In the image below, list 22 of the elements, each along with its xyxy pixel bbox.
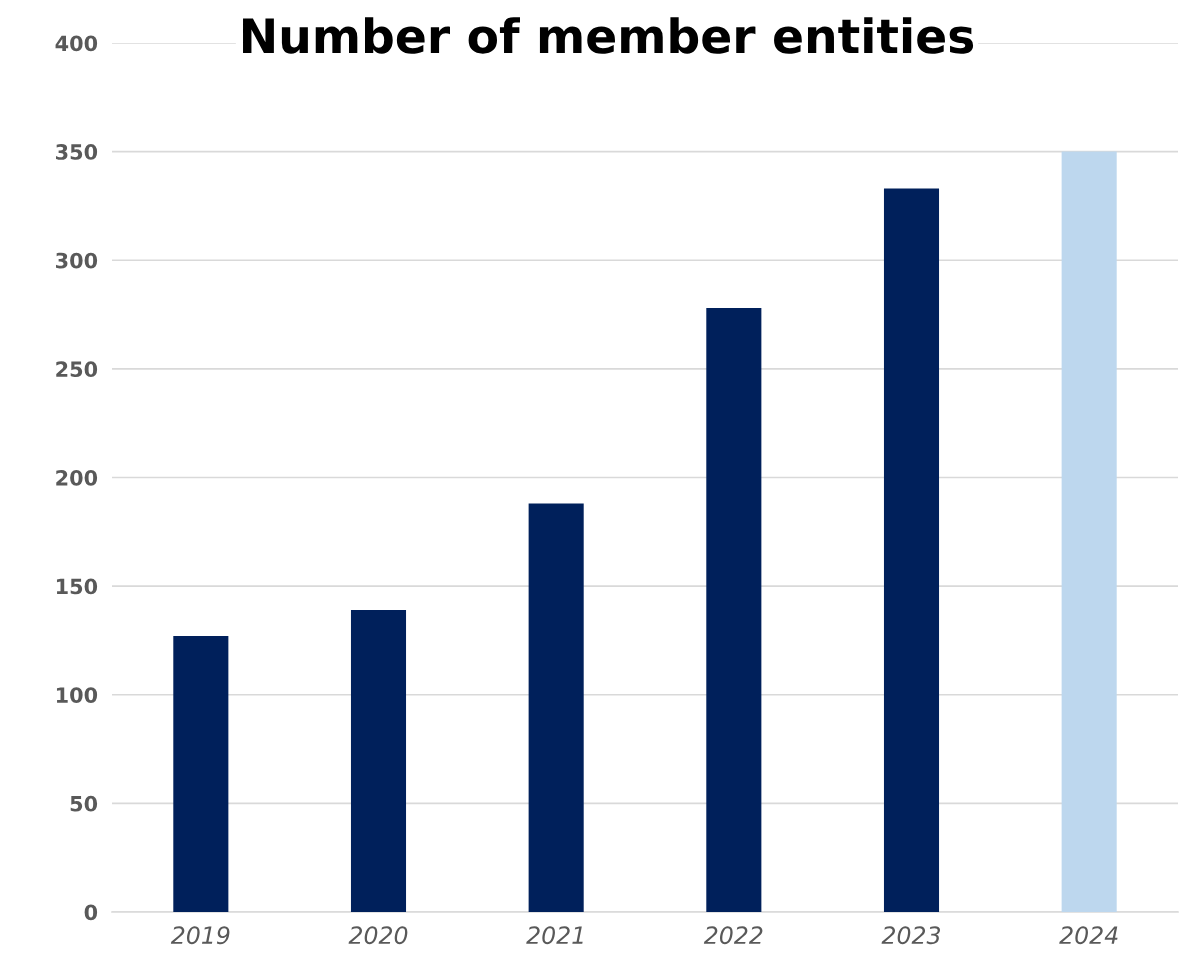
y-tick-label: 250 xyxy=(56,361,98,378)
bar xyxy=(528,503,584,912)
y-tick-label: 100 xyxy=(56,687,98,703)
x-tick-label: 2020 xyxy=(348,926,408,945)
bar xyxy=(706,308,762,912)
y-tick-label: 400 xyxy=(55,35,98,52)
x-tick-label: 2019 xyxy=(170,926,230,945)
x-tick-label: 2023 xyxy=(881,926,941,945)
y-tick-label: 0 xyxy=(84,904,98,921)
y-tick-label: 50 xyxy=(70,795,98,812)
y-tick-label: 150 xyxy=(56,578,98,595)
bar xyxy=(1061,151,1117,912)
bar xyxy=(350,610,407,912)
x-tick-label: 2021 xyxy=(526,926,583,945)
chart-title: Number of member entities xyxy=(243,17,974,54)
x-tick-label: 2022 xyxy=(703,926,763,945)
y-tick-label: 200 xyxy=(56,469,98,486)
x-tick-label: 2024 xyxy=(1059,926,1118,945)
bar xyxy=(173,636,229,912)
y-tick-label: 300 xyxy=(56,252,98,269)
y-tick-label: 350 xyxy=(56,144,98,160)
bar xyxy=(883,188,940,912)
